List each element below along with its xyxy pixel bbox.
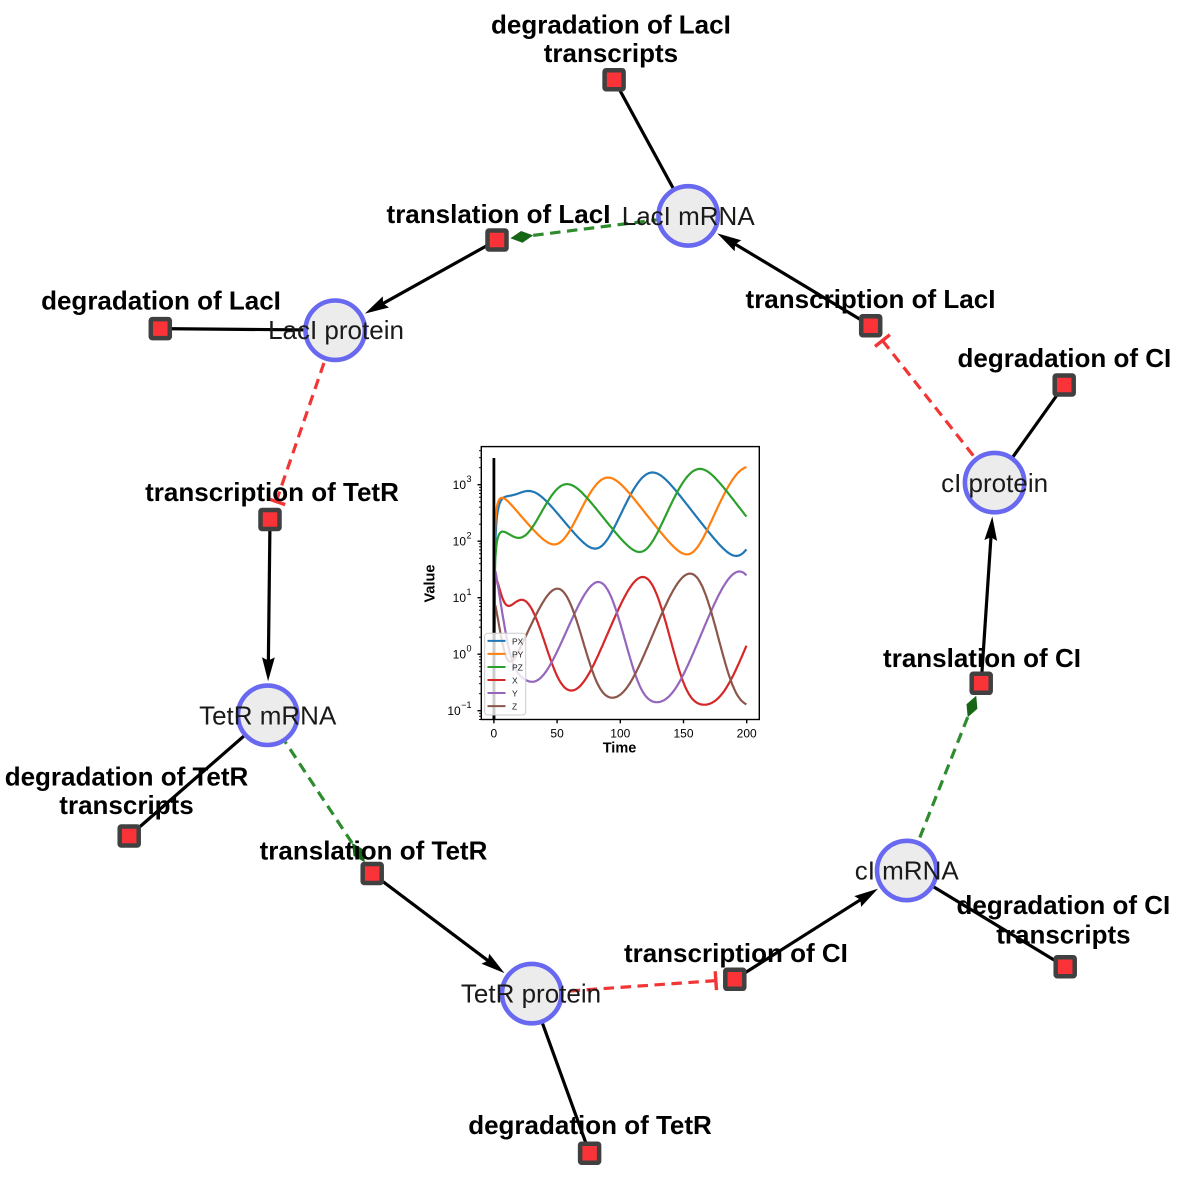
svg-text:TetR protein: TetR protein bbox=[461, 979, 601, 1009]
svg-text:X: X bbox=[512, 675, 518, 685]
svg-text:10: 10 bbox=[453, 591, 467, 605]
svg-text:PZ: PZ bbox=[512, 662, 523, 672]
svg-text:10: 10 bbox=[453, 534, 467, 548]
svg-text:−1: −1 bbox=[461, 700, 471, 710]
svg-text:1: 1 bbox=[467, 587, 472, 597]
svg-text:Time: Time bbox=[603, 741, 637, 757]
svg-text:transcription of CI: transcription of CI bbox=[624, 938, 848, 968]
svg-text:10: 10 bbox=[453, 647, 467, 661]
svg-text:cI protein: cI protein bbox=[941, 468, 1048, 498]
svg-text:10: 10 bbox=[447, 704, 461, 718]
svg-text:Z: Z bbox=[512, 702, 517, 712]
svg-text:degradation of CI: degradation of CI bbox=[957, 890, 1171, 920]
svg-text:degradation of TetR: degradation of TetR bbox=[468, 1110, 712, 1140]
svg-text:LacI mRNA: LacI mRNA bbox=[622, 201, 756, 231]
svg-text:TetR mRNA: TetR mRNA bbox=[199, 700, 337, 730]
svg-text:transcripts: transcripts bbox=[544, 38, 678, 68]
svg-text:Y: Y bbox=[512, 688, 518, 698]
svg-text:PY: PY bbox=[512, 649, 524, 659]
svg-text:transcription of LacI: transcription of LacI bbox=[746, 284, 996, 314]
svg-text:3: 3 bbox=[467, 474, 472, 484]
svg-text:transcripts: transcripts bbox=[996, 920, 1130, 950]
svg-text:50: 50 bbox=[550, 727, 564, 741]
svg-text:transcripts: transcripts bbox=[59, 790, 193, 820]
svg-text:transcription of TetR: transcription of TetR bbox=[145, 477, 399, 507]
svg-text:translation of LacI: translation of LacI bbox=[387, 199, 611, 229]
svg-text:translation of CI: translation of CI bbox=[883, 643, 1081, 673]
svg-text:translation of TetR: translation of TetR bbox=[260, 835, 488, 865]
svg-text:200: 200 bbox=[737, 727, 757, 741]
svg-text:0: 0 bbox=[467, 644, 472, 654]
svg-text:degradation of CI: degradation of CI bbox=[958, 343, 1172, 373]
svg-text:LacI protein: LacI protein bbox=[268, 315, 404, 345]
svg-text:100: 100 bbox=[610, 727, 630, 741]
svg-text:0: 0 bbox=[491, 727, 498, 741]
svg-text:degradation of LacI: degradation of LacI bbox=[41, 286, 281, 316]
svg-text:degradation of LacI: degradation of LacI bbox=[491, 10, 731, 40]
svg-text:150: 150 bbox=[673, 727, 693, 741]
svg-text:PX: PX bbox=[512, 636, 524, 646]
svg-text:Value: Value bbox=[423, 565, 439, 603]
svg-text:10: 10 bbox=[453, 478, 467, 492]
svg-text:2: 2 bbox=[467, 531, 472, 541]
svg-text:degradation of TetR: degradation of TetR bbox=[5, 762, 249, 792]
svg-text:cI mRNA: cI mRNA bbox=[855, 855, 960, 885]
